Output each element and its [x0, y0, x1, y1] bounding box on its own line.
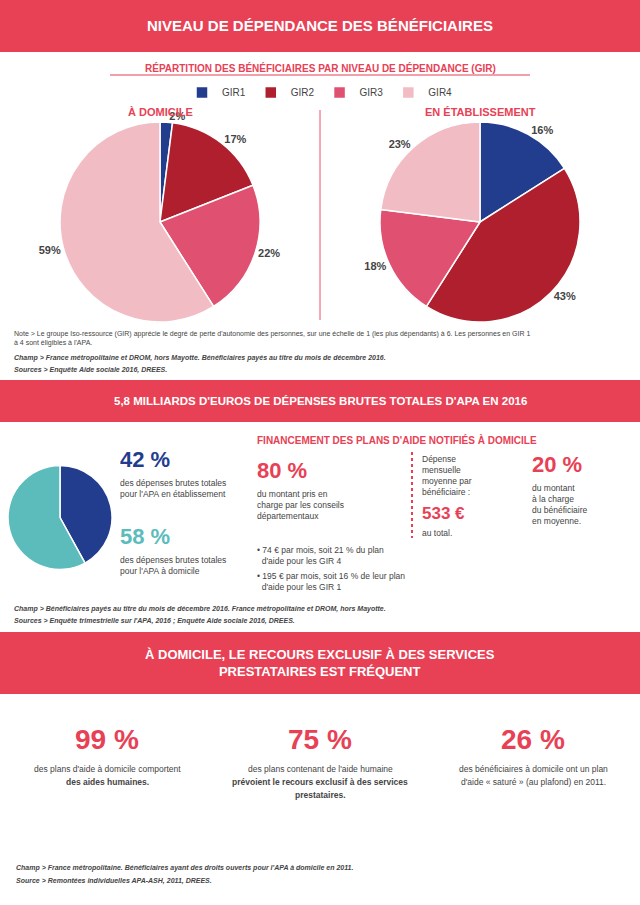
svg-text:20 %: 20 %: [532, 452, 582, 477]
svg-text:du montantà la chargedu bénéfi: du montantà la chargedu bénéficiaireen m…: [532, 483, 588, 526]
svg-text:59%: 59%: [39, 244, 61, 256]
svg-text:17%: 17%: [224, 133, 246, 145]
svg-text:43%: 43%: [554, 290, 576, 302]
svg-text:EN ÉTABLISSEMENT: EN ÉTABLISSEMENT: [425, 106, 536, 118]
svg-text:À DOMICILE, LE RECOURS EXCLUSI: À DOMICILE, LE RECOURS EXCLUSIF À DES SE…: [145, 647, 495, 679]
svg-text:GIR4: GIR4: [428, 87, 452, 98]
svg-text:prévoient le recours exclusif: prévoient le recours exclusif à des serv…: [232, 777, 408, 787]
svg-text:des dépenses brutes totalespou: des dépenses brutes totalespour l'APA à …: [120, 555, 226, 576]
svg-text:d'aide « saturé » (au plafond): d'aide « saturé » (au plafond) en 2011.: [461, 777, 606, 787]
svg-text:Champ > France métropolitaine: Champ > France métropolitaine et DROM, h…: [14, 354, 386, 362]
svg-text:Champ > Bénéficiaires payés au: Champ > Bénéficiaires payés au titre du …: [14, 605, 386, 613]
svg-text:Note > Le groupe Iso-ressource: Note > Le groupe Iso-ressource (GIR) app…: [14, 330, 530, 347]
svg-text:42 %: 42 %: [120, 447, 170, 472]
svg-text:du montant pris encharge par l: du montant pris encharge par les conseil…: [257, 489, 344, 521]
svg-text:des plans contenant de l'aide: des plans contenant de l'aide humaine: [248, 764, 393, 774]
svg-text:au total.: au total.: [422, 528, 452, 538]
svg-text:des plans d'aide à domicile co: des plans d'aide à domicile comportent: [34, 764, 181, 774]
svg-text:Source > Remontées individuell: Source > Remontées individuelles APA-ASH…: [16, 877, 212, 885]
svg-text:RÉPARTITION DES BÉNÉFICIAIRES: RÉPARTITION DES BÉNÉFICIAIRES PAR NIVEAU…: [145, 62, 496, 74]
svg-text:80 %: 80 %: [257, 458, 307, 483]
svg-text:Sources > Enquête Aide sociale: Sources > Enquête Aide sociale 2016, DRE…: [14, 366, 167, 374]
svg-text:Dépensemensuellemoyenne parbén: Dépensemensuellemoyenne parbénéficiaire …: [422, 454, 472, 497]
svg-text:Sources > Enquête trimestriell: Sources > Enquête trimestrielle sur l'AP…: [14, 617, 295, 625]
svg-text:16%: 16%: [531, 124, 553, 136]
svg-text:18%: 18%: [364, 260, 386, 272]
svg-text:des dépenses brutes totalespou: des dépenses brutes totalespour l'APA en…: [120, 478, 226, 499]
svg-text:2%: 2%: [169, 110, 185, 122]
svg-text:FINANCEMENT DES PLANS D'AIDE N: FINANCEMENT DES PLANS D'AIDE NOTIFIÉS À …: [257, 434, 537, 446]
svg-text:75 %: 75 %: [288, 724, 352, 755]
svg-text:22%: 22%: [258, 247, 280, 259]
svg-text:• 195 € par mois, soit 16 % de: • 195 € par mois, soit 16 % de leur plan…: [257, 571, 405, 592]
svg-text:des aides humaines.: des aides humaines.: [66, 777, 149, 787]
svg-text:26 %: 26 %: [501, 724, 565, 755]
svg-text:GIR3: GIR3: [360, 87, 384, 98]
svg-text:des bénéficiaires à domicile o: des bénéficiaires à domicile ont un plan: [459, 764, 608, 774]
svg-text:GIR1: GIR1: [222, 87, 246, 98]
svg-text:NIVEAU DE DÉPENDANCE DES BÉNÉF: NIVEAU DE DÉPENDANCE DES BÉNÉFICIAIRES: [147, 17, 493, 34]
svg-text:533 €: 533 €: [422, 504, 465, 523]
svg-text:99 %: 99 %: [75, 724, 139, 755]
svg-text:23%: 23%: [389, 138, 411, 150]
svg-text:À DOMICILE: À DOMICILE: [128, 106, 193, 118]
svg-text:58 %: 58 %: [120, 524, 170, 549]
svg-text:GIR2: GIR2: [291, 87, 315, 98]
svg-text:• 74 € par mois, soit 21 % du: • 74 € par mois, soit 21 % du plan d'aid…: [257, 545, 384, 566]
svg-text:5,8 MILLIARDS D'EUROS DE DÉPEN: 5,8 MILLIARDS D'EUROS DE DÉPENSES BRUTES…: [114, 395, 527, 407]
svg-text:Champ > France métropolitaine.: Champ > France métropolitaine. Bénéficia…: [16, 864, 353, 872]
svg-text:prestataires.: prestataires.: [295, 790, 346, 800]
